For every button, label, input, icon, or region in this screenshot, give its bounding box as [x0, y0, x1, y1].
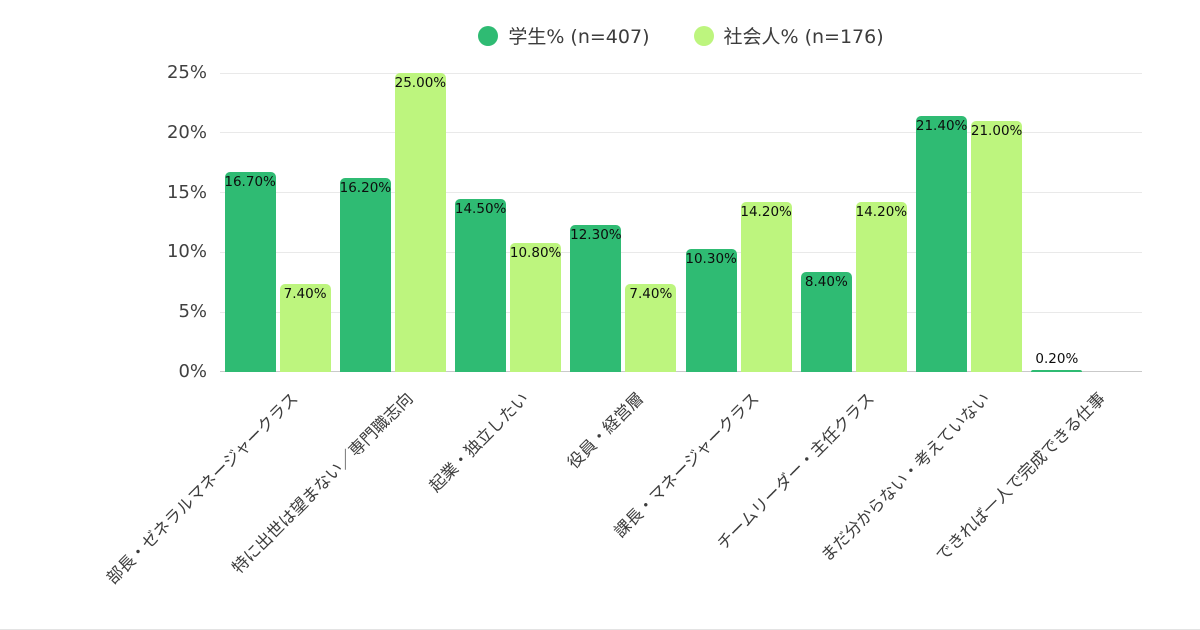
- y-tick-label: 0%: [178, 361, 207, 382]
- bar-workers: 10.80%: [509, 242, 562, 372]
- bar-value-label: 14.20%: [740, 204, 792, 221]
- legend-label-workers: 社会人% (n=176): [723, 26, 884, 48]
- bar-value-label: 10.30%: [685, 250, 737, 267]
- bar-students: 10.30%: [685, 248, 737, 372]
- y-tick-label: 5%: [178, 301, 207, 323]
- legend-entry-students: 学生% (n=407): [478, 22, 650, 49]
- bar-value-label: 16.70%: [224, 174, 276, 191]
- bar-group: 12.30% 7.40%: [566, 73, 681, 372]
- bar-students: 8.40%: [800, 271, 852, 372]
- y-tick-label: 20%: [166, 121, 207, 143]
- legend: 学生% (n=407) 社会人% (n=176): [220, 22, 1142, 49]
- gridline: [220, 192, 1142, 194]
- bar-workers: 7.40%: [279, 283, 331, 372]
- y-axis: 0% 5% 10% 15% 20% 25%: [0, 62, 207, 382]
- bar-group: 14.50% 10.80%: [451, 73, 566, 372]
- bar-group: 10.30% 14.20%: [681, 73, 796, 372]
- x-category-label: 起業・独立したい: [425, 388, 533, 496]
- x-axis: 部長・ゼネラルマネージャークラス 特に出世は望まない／専門職志向 起業・独立したい役…: [103, 384, 1142, 630]
- legend-entry-workers: 社会人% (n=176): [693, 22, 884, 49]
- bar-value-label: 21.40%: [915, 118, 968, 135]
- x-category-label: 役員・経営層: [564, 388, 648, 473]
- gridline: [220, 311, 1142, 313]
- bar-value-label: 8.40%: [804, 273, 848, 290]
- bar-value-label: 14.50%: [454, 200, 507, 217]
- y-tick-label: 15%: [166, 181, 207, 203]
- bar-value-label: 0.20%: [1035, 350, 1079, 367]
- x-category-label: 特に出世は望まない／専門職志向: [228, 388, 418, 578]
- bar-students: 21.40%: [916, 116, 967, 372]
- bar-value-label: 16.20%: [339, 180, 392, 197]
- bar-students: 14.50%: [454, 198, 507, 372]
- gridline: [220, 132, 1142, 134]
- bar-value-label: 21.00%: [970, 122, 1023, 139]
- legend-dot-students-icon: [478, 25, 499, 46]
- y-tick-label: 25%: [166, 62, 207, 83]
- bar-group: 16.20% 25.00%: [335, 73, 450, 372]
- bar-students: 12.30%: [570, 224, 622, 372]
- bar-workers: 7.40%: [625, 283, 677, 372]
- bar-value-label: 10.80%: [509, 244, 562, 261]
- legend-label-students: 学生% (n=407): [508, 26, 650, 48]
- x-category-label: 部長・ゼネラルマネージャークラス: [102, 388, 302, 588]
- bar-workers: 14.20%: [856, 202, 907, 372]
- bar-value-label: 7.40%: [629, 285, 673, 302]
- bar-group: 0.20%: [1027, 73, 1142, 372]
- bar-value-label: 25.00%: [394, 75, 447, 91]
- bar-workers: 21.00%: [970, 120, 1023, 372]
- gridline: [220, 371, 1142, 372]
- bar-students: 16.70%: [224, 172, 276, 372]
- bar-workers: 25.00%: [395, 73, 446, 372]
- bar-value-label: 7.40%: [283, 285, 327, 302]
- y-tick-label: 10%: [166, 241, 207, 263]
- bar-value-label: 12.30%: [570, 226, 622, 243]
- bar-workers: 14.20%: [740, 202, 792, 372]
- bar-group: 8.40% 14.20%: [796, 73, 911, 372]
- bar-group: 21.40% 21.00%: [912, 73, 1027, 372]
- bar-value-label: 14.20%: [855, 204, 908, 221]
- gridline: [220, 251, 1142, 253]
- gridline: [220, 72, 1142, 74]
- bar-group: 16.70% 7.40%: [220, 73, 335, 372]
- bar-students: 0.20%: [1031, 351, 1083, 372]
- plot-area: 16.70% 7.40% 16.20% 25.00% 14.50% 10.80% 12.30…: [220, 72, 1142, 372]
- bar-students: 16.20%: [340, 178, 391, 372]
- legend-dot-workers-icon: [693, 25, 714, 46]
